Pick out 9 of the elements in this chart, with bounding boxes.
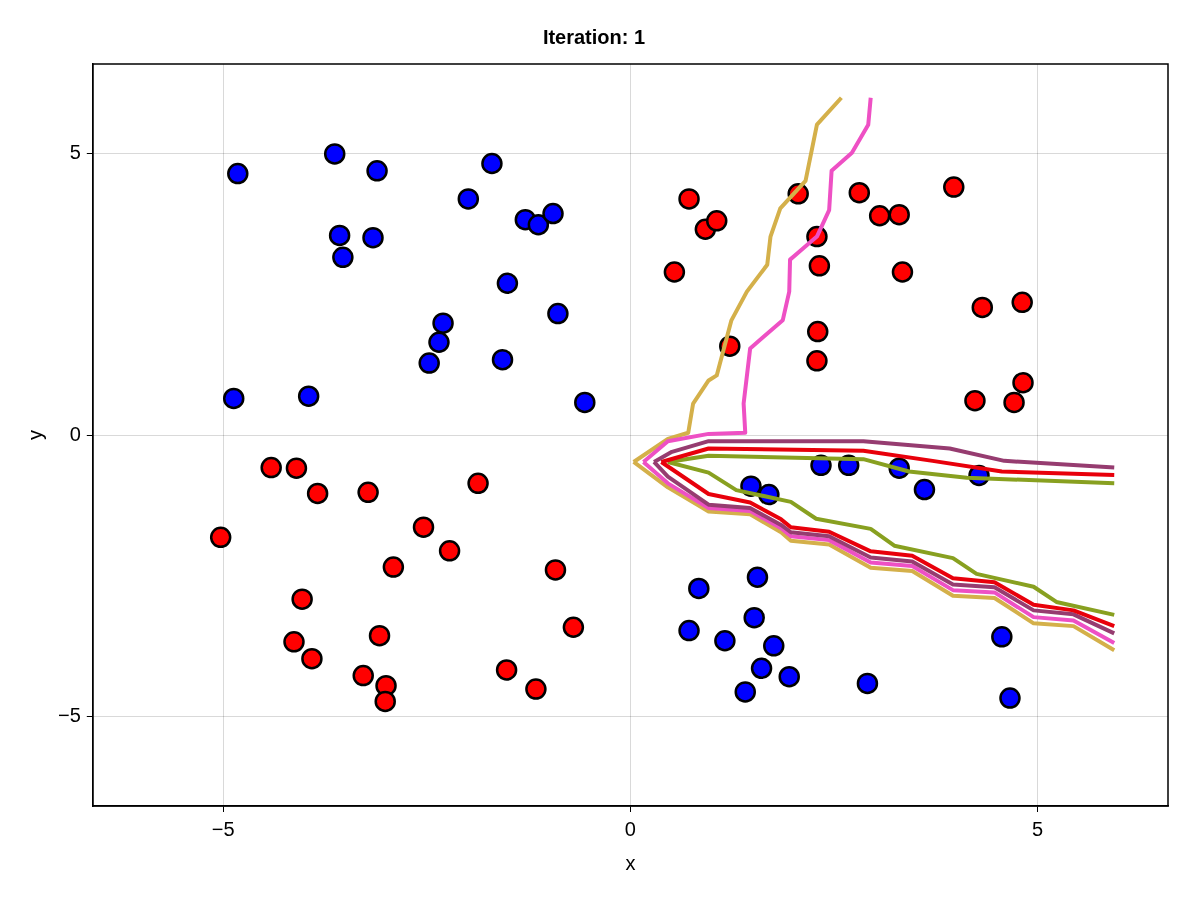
y-tick-label: 0 xyxy=(69,422,81,445)
x-tick-label: 5 xyxy=(1032,817,1044,840)
y-tick-label: −5 xyxy=(57,703,81,726)
x-axis-title: x xyxy=(625,851,636,874)
y-tick-label: 5 xyxy=(69,141,81,164)
y-axis-title: y xyxy=(23,430,46,440)
chart-title: Iteration: 1 xyxy=(542,25,646,48)
x-tick-label: −5 xyxy=(211,817,235,840)
x-tick-label: 0 xyxy=(624,817,636,840)
